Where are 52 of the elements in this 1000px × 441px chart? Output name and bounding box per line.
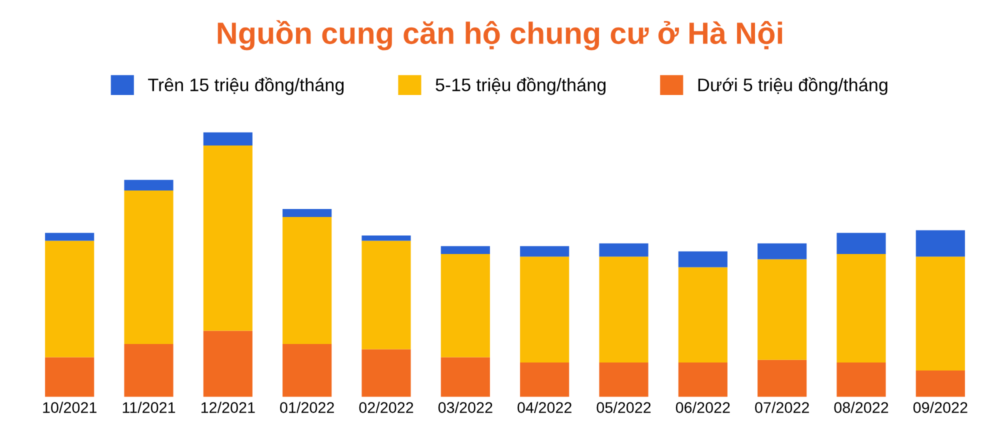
bar [599, 256, 648, 362]
bar [282, 216, 332, 344]
bar [758, 360, 807, 397]
bar [599, 243, 648, 257]
bar [362, 235, 411, 241]
bar [282, 344, 332, 397]
bar [599, 362, 648, 397]
bar [758, 243, 807, 260]
x-tick-label: 07/2022 [755, 402, 809, 413]
chart-title: Nguồn cung căn hộ chung cư ở Hà Nội [218, 20, 782, 50]
bar [678, 251, 728, 268]
bar [440, 357, 490, 397]
bar [45, 357, 94, 397]
x-tick-label: 05/2022 [596, 402, 651, 413]
x-tick-label: 04/2022 [518, 402, 572, 413]
x-tick-label: 02/2022 [359, 402, 414, 413]
bar [203, 132, 252, 146]
bar [282, 209, 332, 217]
bar [916, 230, 965, 257]
bar [836, 254, 886, 362]
bar [836, 362, 886, 397]
bar [362, 349, 411, 397]
bar [520, 256, 570, 362]
bar [520, 246, 570, 257]
bar [916, 256, 965, 370]
bar [203, 146, 252, 331]
bar [678, 362, 728, 397]
x-tick-label: 08/2022 [834, 402, 888, 413]
x-tick-label: 09/2022 [913, 402, 968, 413]
bar [916, 370, 965, 397]
x-tick-label: 10/2021 [43, 402, 96, 413]
legend-label: 5-15 triệu đồng/tháng [436, 77, 606, 95]
bar [124, 190, 174, 344]
bar [45, 232, 94, 241]
x-tick-label: 03/2022 [438, 402, 492, 413]
bar [45, 240, 94, 358]
legend-label: Dưới 5 triệu đồng/tháng [698, 77, 888, 95]
bar [678, 267, 728, 362]
x-tick-label: 11/2021 [122, 402, 176, 413]
bar [124, 344, 174, 397]
x-tick-label: 06/2022 [676, 402, 730, 413]
bar [362, 240, 411, 350]
bar [203, 330, 252, 397]
bar [836, 232, 886, 254]
legend-label: Trên 15 triệu đồng/tháng [148, 77, 344, 95]
x-tick-label: 12/2021 [201, 402, 255, 413]
x-tick-label: 01/2022 [280, 402, 334, 413]
bar [440, 254, 490, 358]
bar [520, 362, 570, 397]
bar [440, 246, 490, 254]
bar [124, 180, 174, 191]
bar [758, 259, 807, 360]
